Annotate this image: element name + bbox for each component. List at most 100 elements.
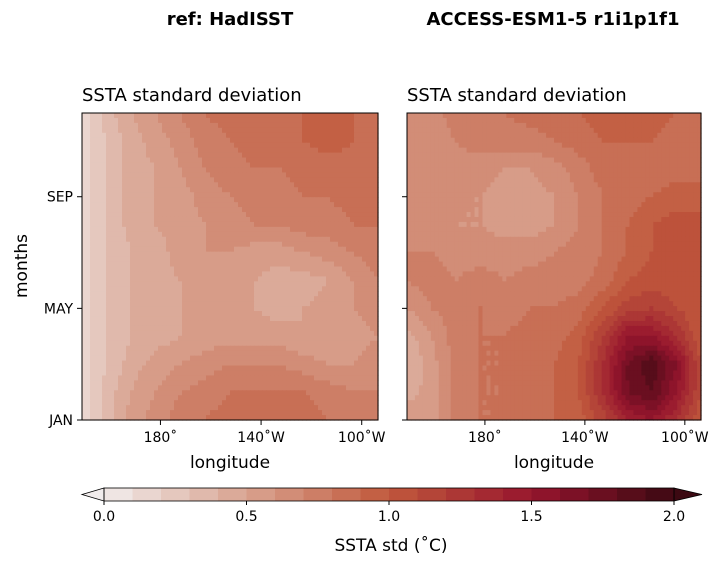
- heatmap-cell: [158, 187, 163, 193]
- heatmap-cell: [482, 118, 487, 124]
- heatmap-cell: [314, 172, 319, 178]
- heatmap-cell: [142, 306, 147, 312]
- heatmap-cell: [206, 148, 211, 154]
- heatmap-cell: [250, 291, 255, 297]
- heatmap-cell: [494, 123, 499, 129]
- heatmap-cell: [158, 405, 163, 411]
- heatmap-cell: [82, 395, 87, 401]
- heatmap-cell: [86, 380, 91, 386]
- heatmap-cell: [578, 128, 583, 134]
- heatmap-cell: [362, 158, 367, 164]
- heatmap-cell: [258, 262, 263, 268]
- heatmap-cell: [294, 400, 299, 406]
- heatmap-cell: [334, 128, 339, 134]
- heatmap-cell: [118, 316, 123, 322]
- heatmap-cell: [310, 395, 315, 401]
- heatmap-cell: [86, 390, 91, 396]
- heatmap-cell: [162, 212, 167, 218]
- heatmap-cell: [274, 143, 279, 149]
- heatmap-cell: [186, 356, 191, 362]
- heatmap-cell: [118, 217, 123, 223]
- heatmap-cell: [162, 306, 167, 312]
- heatmap-cell: [306, 133, 311, 139]
- heatmap-cell: [274, 133, 279, 139]
- heatmap-cell: [342, 316, 347, 322]
- heatmap-cell: [130, 242, 135, 248]
- heatmap-cell: [451, 138, 456, 144]
- heatmap-cell: [274, 321, 279, 327]
- heatmap-cell: [522, 118, 527, 124]
- heatmap-cell: [166, 316, 171, 322]
- heatmap-cell: [238, 291, 243, 297]
- heatmap-cell: [202, 361, 207, 367]
- heatmap-cell: [202, 390, 207, 396]
- heatmap-cell: [482, 113, 487, 119]
- heatmap-cell: [306, 202, 311, 208]
- heatmap-cell: [366, 222, 371, 228]
- heatmap-cell: [178, 202, 183, 208]
- heatmap-cell: [262, 351, 267, 357]
- heatmap-cell: [162, 380, 167, 386]
- heatmap-cell: [94, 267, 99, 273]
- heatmap-cell: [234, 291, 239, 297]
- heatmap-cell: [214, 158, 219, 164]
- heatmap-cell: [182, 187, 187, 193]
- heatmap-cell: [206, 301, 211, 307]
- heatmap-cell: [250, 271, 255, 277]
- heatmap-cell: [150, 271, 155, 277]
- heatmap-cell: [222, 133, 227, 139]
- heatmap-cell: [154, 410, 159, 416]
- heatmap-cell: [238, 163, 243, 169]
- heatmap-cell: [350, 316, 355, 322]
- heatmap-cell: [102, 316, 107, 322]
- heatmap-cell: [594, 128, 599, 134]
- heatmap-cell: [94, 123, 99, 129]
- heatmap-cell: [114, 366, 119, 372]
- heatmap-cell: [138, 232, 143, 238]
- heatmap-cell: [98, 311, 103, 317]
- heatmap-cell: [302, 395, 307, 401]
- heatmap-cell: [471, 123, 476, 129]
- heatmap-cell: [294, 281, 299, 287]
- heatmap-cell: [114, 291, 119, 297]
- heatmap-cell: [270, 301, 275, 307]
- heatmap-cell: [322, 182, 327, 188]
- heatmap-cell: [218, 356, 223, 362]
- heatmap-cell: [314, 222, 319, 228]
- heatmap-cell: [290, 281, 295, 287]
- heatmap-cell: [451, 118, 456, 124]
- heatmap-cell: [154, 172, 159, 178]
- heatmap-cell: [266, 395, 271, 401]
- heatmap-cell: [310, 336, 315, 342]
- heatmap-cell: [366, 380, 371, 386]
- heatmap-cell: [306, 128, 311, 134]
- heatmap-cell: [94, 361, 99, 367]
- heatmap-cell: [346, 410, 351, 416]
- heatmap-cell: [174, 311, 179, 317]
- heatmap-cell: [298, 301, 303, 307]
- heatmap-cell: [170, 123, 175, 129]
- heatmap-cell: [178, 286, 183, 292]
- heatmap-cell: [618, 123, 623, 129]
- heatmap-cell: [158, 306, 163, 312]
- heatmap-cell: [86, 281, 91, 287]
- heatmap-cell: [350, 153, 355, 159]
- heatmap-cell: [258, 247, 263, 253]
- heatmap-cell: [350, 361, 355, 367]
- heatmap-cell: [222, 316, 227, 322]
- heatmap-cell: [146, 242, 151, 248]
- heatmap-cell: [214, 385, 219, 391]
- heatmap-cell: [146, 227, 151, 233]
- heatmap-cell: [370, 153, 375, 159]
- heatmap-cell: [278, 336, 283, 342]
- heatmap-cell: [194, 128, 199, 134]
- heatmap-cell: [242, 237, 247, 243]
- heatmap-cell: [290, 341, 295, 347]
- heatmap-cell: [318, 400, 323, 406]
- heatmap-cell: [210, 366, 215, 372]
- heatmap-cell: [174, 118, 179, 124]
- heatmap-cell: [286, 192, 291, 198]
- heatmap-cell: [486, 128, 491, 134]
- heatmap-cell: [206, 167, 211, 173]
- heatmap-cell: [286, 118, 291, 124]
